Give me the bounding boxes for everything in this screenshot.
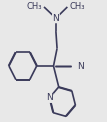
Text: N: N xyxy=(46,93,53,102)
Text: CH₃: CH₃ xyxy=(69,2,85,11)
Text: N: N xyxy=(77,61,84,71)
Text: N: N xyxy=(53,14,59,23)
Text: CH₃: CH₃ xyxy=(27,2,42,11)
